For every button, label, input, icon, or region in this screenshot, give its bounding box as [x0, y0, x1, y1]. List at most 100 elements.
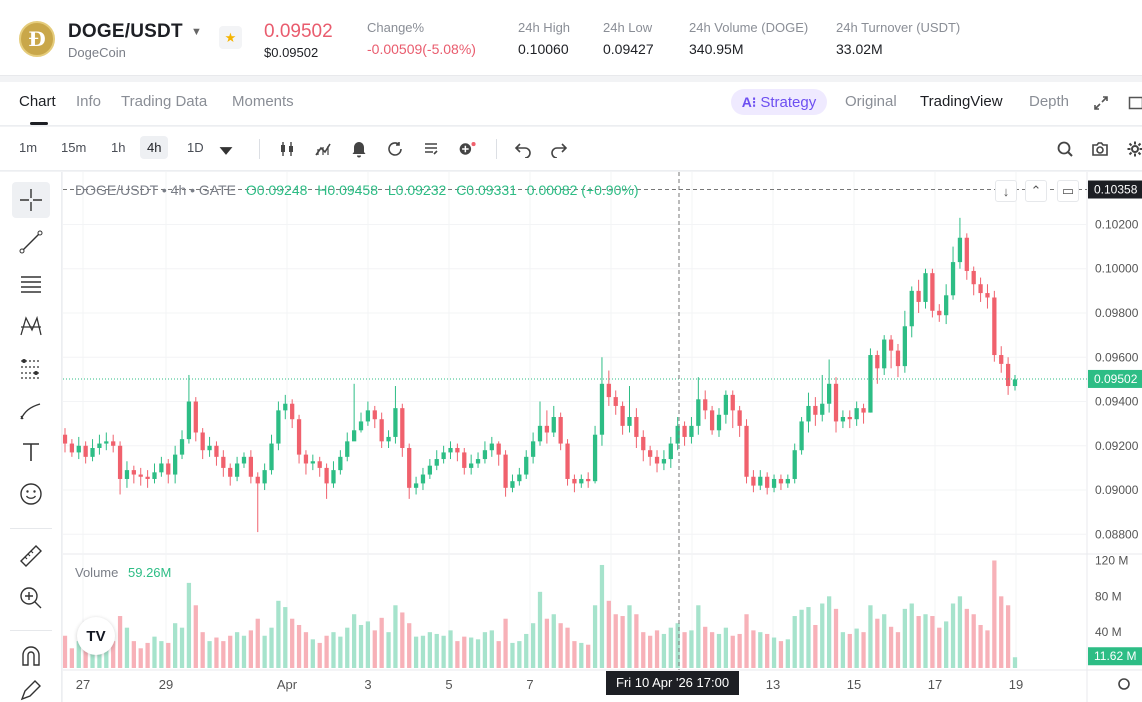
volume-bar — [861, 632, 866, 668]
chart-area[interactable]: 0.10200 0.10000 0.09800 0.09600 0.09400 0.092… — [63, 172, 1142, 702]
volume-bar — [895, 632, 901, 668]
candle-body — [441, 452, 446, 460]
volume-bar — [716, 633, 722, 668]
candle-body — [806, 405, 811, 422]
search-icon[interactable] — [1056, 140, 1074, 158]
tab-moments[interactable]: Moments — [232, 93, 294, 110]
volume-bar — [854, 628, 859, 668]
time-tick-label: 3 — [364, 677, 371, 692]
view-tradingview[interactable]: TradingView — [920, 93, 1003, 110]
text-tool[interactable] — [12, 434, 50, 470]
scroll-to-latest-icon[interactable]: ↓ — [995, 180, 1017, 202]
collapse-pane-icon[interactable]: ⌃ — [1025, 180, 1047, 202]
volume-bar — [413, 636, 419, 668]
timeframe-4h[interactable]: 4h — [140, 136, 169, 159]
timeframe-1h[interactable]: 1h — [111, 140, 126, 155]
candle-body — [744, 425, 749, 477]
caret-down-icon[interactable]: ▼ — [191, 26, 202, 38]
price-tick-label: 0.09800 — [1095, 306, 1139, 320]
volume-bar — [186, 582, 192, 668]
volume-bar — [558, 623, 563, 668]
view-depth[interactable]: Depth — [1029, 93, 1070, 110]
tab-trading-data[interactable]: Trading Data — [121, 93, 208, 110]
candle-body — [620, 405, 625, 426]
favorite-star-icon[interactable]: ★ — [219, 26, 242, 49]
alert-bell-icon[interactable] — [350, 140, 368, 158]
replay-icon[interactable] — [386, 140, 404, 158]
candlestick-chart[interactable]: 0.10200 0.10000 0.09800 0.09600 0.09400 0.092… — [63, 172, 1142, 702]
timeframe-1d[interactable]: 1D — [187, 140, 204, 155]
undo-icon[interactable] — [514, 140, 532, 158]
candle-body — [668, 443, 673, 460]
candle-body — [159, 463, 164, 473]
pattern-tool[interactable] — [12, 308, 50, 344]
legend-change: 0.00082 (+0.90%) — [526, 182, 639, 198]
horizontal-lines-icon — [21, 276, 41, 293]
pair-selector[interactable]: DOGE/USDT — [68, 21, 183, 42]
stat-24h-turnover: 24h Turnover (USDT) 33.02M — [836, 20, 960, 57]
candle-body — [90, 447, 95, 457]
ticker-header: Ð DOGE/USDT ▼ DogeCoin ★ 0.09502 $0.0950… — [0, 0, 1142, 76]
candle-body — [475, 459, 481, 464]
tab-info[interactable]: Info — [76, 93, 102, 110]
timeframe-1m[interactable]: 1m — [19, 140, 38, 155]
zoom-in-tool[interactable] — [12, 580, 50, 616]
candle-body — [283, 403, 288, 411]
legend-open: O0.09248 — [245, 182, 308, 198]
redo-icon[interactable] — [550, 140, 568, 158]
volume-bar — [131, 641, 136, 668]
chart-toolbar: 1m 15m 1h 4h 1D — [0, 127, 1142, 171]
magnet-tool[interactable] — [12, 638, 50, 674]
candle-body — [372, 410, 377, 420]
window-icon[interactable] — [1128, 95, 1142, 111]
projection-tool[interactable] — [12, 350, 50, 386]
stat-label: 24h Volume (DOGE) — [689, 20, 809, 35]
drawing-toolbar — [0, 172, 62, 702]
pane-settings-icon[interactable]: ▭ — [1057, 180, 1079, 202]
candle-body — [358, 421, 364, 431]
timeframe-15m[interactable]: 15m — [61, 140, 87, 155]
view-original[interactable]: Original — [845, 93, 897, 110]
crosshair-tool[interactable] — [12, 182, 50, 218]
settings-gear-icon[interactable] — [1126, 140, 1142, 158]
candle-body — [63, 434, 68, 444]
volume-bar — [517, 641, 522, 668]
candle-body — [689, 425, 694, 437]
emoji-tool[interactable] — [12, 476, 50, 512]
add-plus-icon[interactable] — [458, 140, 476, 158]
fib-retracement-tool[interactable] — [12, 266, 50, 302]
tab-chart[interactable]: Chart — [19, 93, 56, 110]
candle-body — [420, 474, 426, 484]
candle-body — [737, 410, 742, 426]
brush-icon — [20, 403, 41, 420]
legend-close: C0.09331 — [456, 182, 517, 198]
brush-tool[interactable] — [12, 392, 50, 428]
candle-body — [861, 408, 866, 413]
candle-body — [379, 419, 384, 442]
volume-bar — [847, 633, 852, 668]
candle-body — [999, 355, 1004, 364]
lock-drawing-tool[interactable] — [12, 678, 50, 702]
volume-bar — [999, 596, 1004, 668]
trend-line-tool[interactable] — [12, 224, 50, 260]
tradingview-logo[interactable]: TV — [77, 617, 115, 655]
volume-bar — [434, 633, 439, 668]
volume-bar — [813, 624, 818, 668]
stat-value: 33.02M — [836, 41, 883, 57]
active-tab-indicator — [30, 122, 48, 125]
measure-tool[interactable] — [12, 538, 50, 574]
volume-bar — [63, 635, 68, 668]
indicators-icon[interactable] — [314, 140, 332, 158]
candle-body — [627, 417, 632, 426]
candle-body — [200, 432, 205, 451]
expand-icon[interactable] — [1093, 95, 1109, 111]
candle-body — [847, 417, 852, 420]
strategy-button[interactable]: A⁝ Strategy — [731, 89, 827, 115]
timeframe-dropdown-icon[interactable] — [217, 142, 235, 160]
volume-bar — [826, 596, 832, 668]
candle-body — [723, 394, 729, 415]
camera-icon[interactable] — [1091, 140, 1109, 158]
candle-type-icon[interactable] — [278, 140, 296, 158]
candle-body — [455, 447, 460, 453]
templates-icon[interactable] — [422, 140, 440, 158]
